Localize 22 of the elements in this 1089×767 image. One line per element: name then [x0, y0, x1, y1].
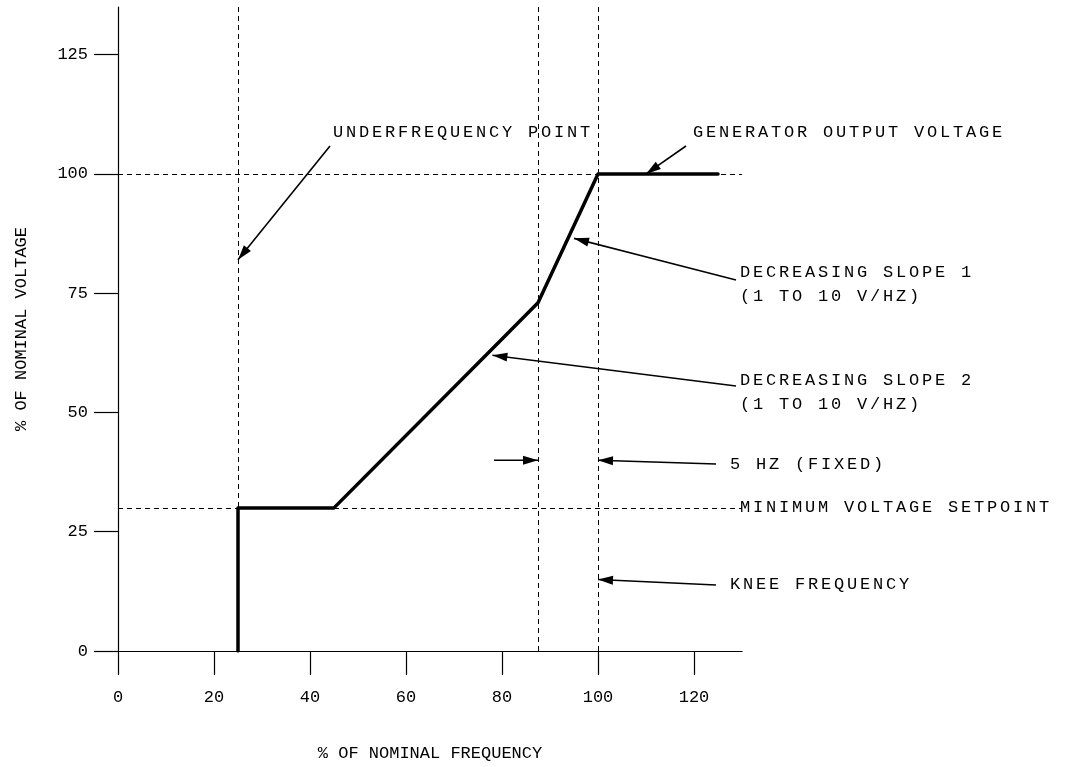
annotation: 5 HZ (FIXED) — [730, 455, 887, 475]
annotation: UNDERFREQUENCY POINT — [333, 123, 594, 143]
y-tick-label: 0 — [77, 641, 88, 661]
y-tick-label: 50 — [67, 402, 88, 422]
x-axis-title: % OF NOMINAL FREQUENCY — [317, 744, 543, 763]
y-tick-label: 100 — [57, 164, 88, 184]
x-tick-label: 80 — [491, 688, 513, 707]
x-tick-label: 20 — [203, 688, 225, 707]
annotation: GENERATOR OUTPUT VOLTAGE — [693, 123, 1006, 143]
x-tick-label: 0 — [112, 688, 124, 707]
x-tick-label: 40 — [299, 688, 321, 707]
ref-line-label: MINIMUM VOLTAGE SETPOINT — [740, 498, 1053, 518]
annotation: DECREASING SLOPE 2 (1 TO 10 V/HZ) — [740, 371, 975, 415]
annotation: KNEE FREQUENCY — [730, 575, 913, 595]
y-tick-label: 25 — [67, 522, 88, 542]
annotation: DECREASING SLOPE 1 (1 TO 10 V/HZ) — [740, 263, 975, 307]
x-tick-label: 120 — [678, 688, 710, 707]
y-tick-label: 75 — [67, 283, 88, 303]
x-tick-label: 100 — [582, 688, 614, 707]
y-tick-label: 125 — [57, 45, 88, 65]
x-tick-label: 60 — [395, 688, 417, 707]
y-axis-title: % OF NOMINAL VOLTAGE — [12, 226, 31, 432]
